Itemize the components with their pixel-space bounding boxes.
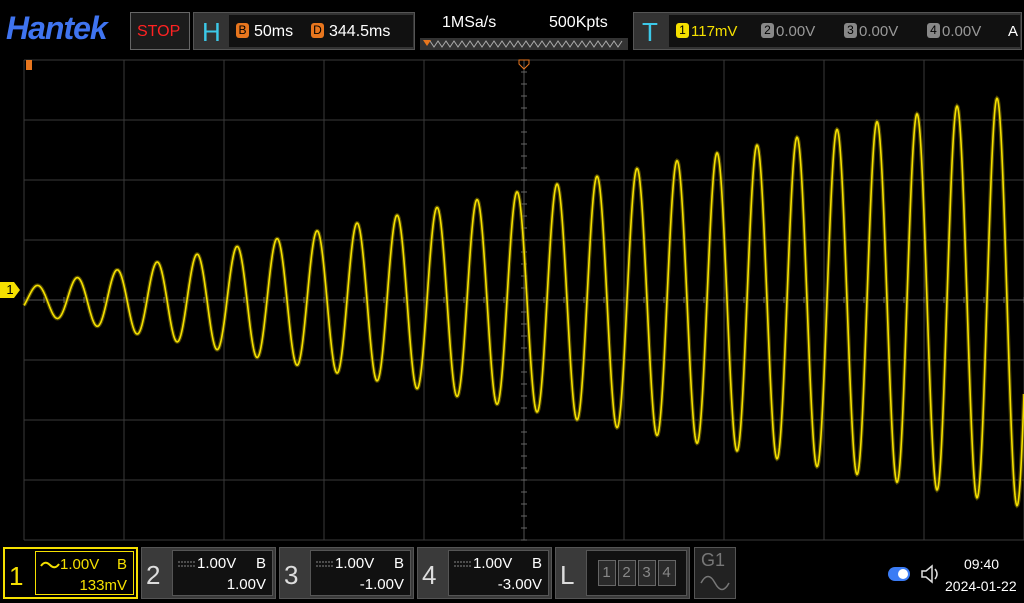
channel-scale: 1.00V xyxy=(197,555,237,572)
trigger-channel: 4 xyxy=(927,23,940,38)
logic-channel: 2 xyxy=(617,560,636,586)
channel-bandwidth: B xyxy=(531,555,542,572)
channel-panel[interactable]: 4 1.00V B -3.00V xyxy=(417,547,552,599)
channel-offset: -3.00V xyxy=(497,576,542,593)
delay: 344.5ms xyxy=(329,23,391,40)
run-stop-button[interactable]: STOP xyxy=(130,12,190,50)
delay-marker: D xyxy=(311,23,324,38)
trigger-panel[interactable]: T 1 117mV 2 0.00V 3 0.00V 4 0.00V A xyxy=(633,12,1022,50)
left-marker xyxy=(26,60,32,70)
channel-scale: 1.00V xyxy=(473,555,513,572)
waveform xyxy=(23,97,1024,507)
logic-channel: 4 xyxy=(657,560,676,586)
channel-number: 4 xyxy=(422,560,437,590)
logic-label: L xyxy=(560,560,575,590)
channel-marker: 1 xyxy=(0,282,20,298)
waveform-display xyxy=(22,59,1024,541)
channel-scale: 1.00V xyxy=(60,556,100,573)
channel-offset: -1.00V xyxy=(359,576,404,593)
trigger-position-marker xyxy=(518,59,530,70)
channel-panel[interactable]: 1 1.00V B 133mV xyxy=(3,547,138,599)
channel-bandwidth: B xyxy=(255,555,266,572)
trigger-level: 117mV xyxy=(691,23,738,40)
channel-bandwidth: B xyxy=(116,556,127,573)
channel-panel[interactable]: 2 1.00V B 1.00V xyxy=(141,547,276,599)
logic-channel: 1 xyxy=(597,560,616,586)
trigger-source: 1 xyxy=(676,23,689,38)
clock-time: 09:40 xyxy=(964,556,1000,572)
channel-number: 3 xyxy=(284,560,299,590)
trigger-channel: 3 xyxy=(844,23,857,38)
trigger-channel: 2 xyxy=(761,23,774,38)
logic-channel: 3 xyxy=(637,560,656,586)
sample-rate: 1MSa/s xyxy=(442,14,497,31)
trigger-label: T xyxy=(642,17,658,47)
memory-depth: 500Kpts xyxy=(549,14,608,31)
trigger-mode: A xyxy=(1008,23,1019,40)
horizontal-label: H xyxy=(202,17,221,47)
channel-scale: 1.00V xyxy=(335,555,375,572)
trigger-channel-value: 0.00V xyxy=(859,23,899,40)
timebase: 50ms xyxy=(254,23,294,40)
run-state: STOP xyxy=(137,23,181,40)
channel-offset: 1.00V xyxy=(226,576,266,593)
channel-bandwidth: B xyxy=(393,555,404,572)
memory-strip xyxy=(420,38,628,50)
status-icons xyxy=(888,564,938,584)
brand-logo: Hantek xyxy=(6,10,108,46)
channel-number: 2 xyxy=(146,560,161,590)
clock-date: 2024-01-22 xyxy=(945,578,1017,594)
generator-button[interactable]: G1 xyxy=(694,547,736,599)
channel-panel[interactable]: 3 1.00V B -1.00V xyxy=(279,547,414,599)
channel-number: 1 xyxy=(9,561,24,591)
generator-label: G1 xyxy=(701,550,726,570)
trigger-channel-value: 0.00V xyxy=(776,23,816,40)
timebase-marker: B xyxy=(236,23,249,38)
trigger-channel-value: 0.00V xyxy=(942,23,982,40)
horizontal-panel[interactable]: H B 50ms D 344.5ms xyxy=(193,12,415,50)
channel-offset: 133mV xyxy=(79,577,127,594)
